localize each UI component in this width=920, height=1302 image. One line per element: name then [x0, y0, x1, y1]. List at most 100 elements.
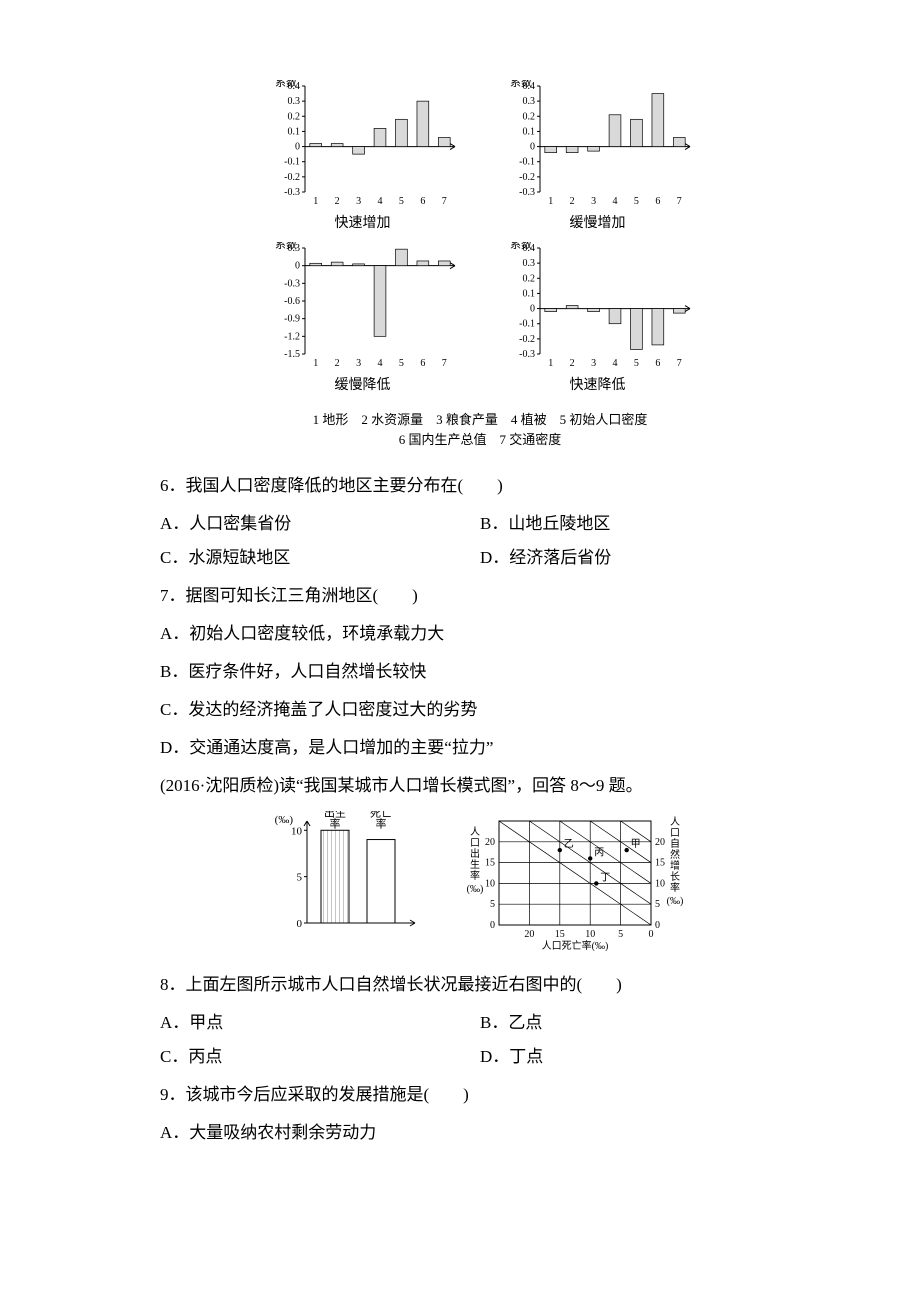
coefficient-chart-panel: 0.40.30.20.10-0.1-0.2-0.3系数1234567快速增加 — [265, 80, 460, 232]
population-mode-charts: 0510(‰)出生率死亡率 051015200510152005101520人口… — [160, 811, 800, 956]
svg-text:(‰): (‰) — [667, 896, 684, 907]
svg-text:-0.1: -0.1 — [519, 319, 535, 330]
svg-text:-0.3: -0.3 — [519, 187, 535, 198]
svg-text:率: 率 — [670, 881, 680, 894]
q6-option-b: B．山地丘陵地区 — [480, 507, 800, 541]
svg-text:1: 1 — [548, 196, 553, 207]
svg-text:3: 3 — [356, 358, 361, 369]
svg-text:0: 0 — [530, 304, 535, 315]
svg-text:5: 5 — [399, 196, 404, 207]
svg-text:甲: 甲 — [631, 839, 641, 850]
svg-text:乙: 乙 — [564, 838, 574, 850]
svg-text:20: 20 — [485, 837, 495, 848]
svg-text:自: 自 — [670, 837, 680, 850]
svg-text:人: 人 — [470, 826, 480, 838]
intro-8-9: (2016·沈阳质检)读“我国某城市人口增长模式图”，回答 8～9 题。 — [160, 769, 800, 803]
q7-option-a: A．初始人口密度较低，环境承载力大 — [160, 617, 800, 651]
svg-text:丁: 丁 — [600, 872, 610, 883]
svg-text:率: 率 — [470, 869, 480, 882]
svg-text:(‰): (‰) — [275, 814, 293, 826]
svg-text:口: 口 — [470, 838, 480, 849]
svg-text:-0.6: -0.6 — [284, 296, 300, 307]
svg-text:-0.3: -0.3 — [284, 278, 300, 289]
q6-option-d: D．经济落后省份 — [480, 541, 800, 575]
svg-text:-0.2: -0.2 — [284, 172, 300, 183]
svg-text:-0.2: -0.2 — [519, 172, 535, 183]
q8-option-c: C．丙点 — [160, 1040, 480, 1074]
svg-text:-1.2: -1.2 — [284, 331, 300, 342]
svg-text:2: 2 — [570, 196, 575, 207]
svg-text:系数: 系数 — [510, 242, 532, 251]
svg-text:3: 3 — [591, 196, 596, 207]
svg-text:增: 增 — [670, 859, 680, 872]
svg-text:15: 15 — [655, 858, 665, 869]
q7-option-d: D．交通通达度高，是人口增加的主要“拉力” — [160, 731, 800, 765]
question-8: 8．上面左图所示城市人口自然增长状况最接近右图中的( ) — [160, 968, 800, 1002]
svg-text:3: 3 — [591, 358, 596, 369]
svg-text:3: 3 — [356, 196, 361, 207]
svg-text:0.3: 0.3 — [523, 96, 536, 107]
svg-text:5: 5 — [655, 899, 660, 910]
chart-legend: 1 地形 2 水资源量 3 粮食产量 4 植被 5 初始人口密度 6 国内生产总… — [313, 410, 648, 449]
svg-text:5: 5 — [399, 358, 404, 369]
svg-text:10: 10 — [485, 878, 495, 889]
svg-text:0: 0 — [530, 142, 535, 153]
svg-text:20: 20 — [524, 929, 534, 940]
svg-text:10: 10 — [585, 929, 595, 940]
svg-text:5: 5 — [490, 899, 495, 910]
svg-text:0: 0 — [649, 929, 654, 940]
svg-text:7: 7 — [442, 196, 447, 207]
svg-text:-0.3: -0.3 — [519, 349, 535, 360]
svg-text:0.2: 0.2 — [288, 111, 301, 122]
svg-text:15: 15 — [485, 858, 495, 869]
svg-text:7: 7 — [677, 196, 682, 207]
q8-option-b: B．乙点 — [480, 1006, 800, 1040]
svg-text:4: 4 — [613, 196, 618, 207]
svg-text:系数: 系数 — [275, 242, 297, 251]
birth-death-bar-chart: 0510(‰)出生率死亡率 — [275, 811, 425, 956]
svg-text:率: 率 — [330, 816, 341, 830]
svg-text:0.2: 0.2 — [523, 273, 536, 284]
svg-text:6: 6 — [655, 196, 660, 207]
svg-text:1: 1 — [313, 196, 318, 207]
svg-text:0.1: 0.1 — [523, 126, 536, 137]
svg-text:人口死亡率(‰): 人口死亡率(‰) — [542, 939, 609, 951]
svg-text:10: 10 — [291, 825, 303, 837]
svg-text:-0.1: -0.1 — [284, 157, 300, 168]
q8-option-a: A．甲点 — [160, 1006, 480, 1040]
svg-text:-1.5: -1.5 — [284, 349, 300, 360]
question-7: 7．据图可知长江三角洲地区( ) — [160, 579, 800, 613]
svg-text:2: 2 — [570, 358, 575, 369]
coefficient-charts: 0.40.30.20.10-0.1-0.2-0.3系数1234567快速增加0.… — [160, 80, 800, 449]
svg-text:-0.1: -0.1 — [519, 157, 535, 168]
svg-text:系数: 系数 — [510, 80, 532, 89]
q8-option-d: D．丁点 — [480, 1040, 800, 1074]
svg-text:-0.2: -0.2 — [519, 334, 535, 345]
coefficient-chart-panel: 0.40.30.20.10-0.1-0.2-0.3系数1234567缓慢增加 — [500, 80, 695, 232]
svg-text:0: 0 — [295, 261, 300, 272]
svg-text:生: 生 — [470, 858, 480, 871]
svg-text:然: 然 — [670, 848, 680, 861]
svg-text:0.1: 0.1 — [288, 126, 301, 137]
svg-text:0.3: 0.3 — [523, 258, 536, 269]
q6-option-a: A．人口密集省份 — [160, 507, 480, 541]
svg-text:6: 6 — [420, 358, 425, 369]
svg-text:10: 10 — [655, 878, 665, 889]
q9-option-a: A．大量吸纳农村剩余劳动力 — [160, 1116, 800, 1150]
svg-text:6: 6 — [655, 358, 660, 369]
svg-text:2: 2 — [335, 358, 340, 369]
svg-text:5: 5 — [634, 358, 639, 369]
svg-text:0.2: 0.2 — [523, 111, 536, 122]
svg-text:(‰): (‰) — [467, 884, 484, 895]
svg-text:4: 4 — [378, 358, 383, 369]
svg-text:1: 1 — [548, 358, 553, 369]
svg-text:7: 7 — [442, 358, 447, 369]
svg-text:0: 0 — [655, 920, 660, 931]
question-9: 9．该城市今后应采取的发展措施是( ) — [160, 1078, 800, 1112]
svg-text:率: 率 — [376, 816, 387, 830]
svg-text:-0.9: -0.9 — [284, 314, 300, 325]
svg-text:5: 5 — [634, 196, 639, 207]
svg-text:7: 7 — [677, 358, 682, 369]
svg-text:0.1: 0.1 — [523, 288, 536, 299]
question-6: 6．我国人口密度降低的地区主要分布在( ) — [160, 469, 800, 503]
